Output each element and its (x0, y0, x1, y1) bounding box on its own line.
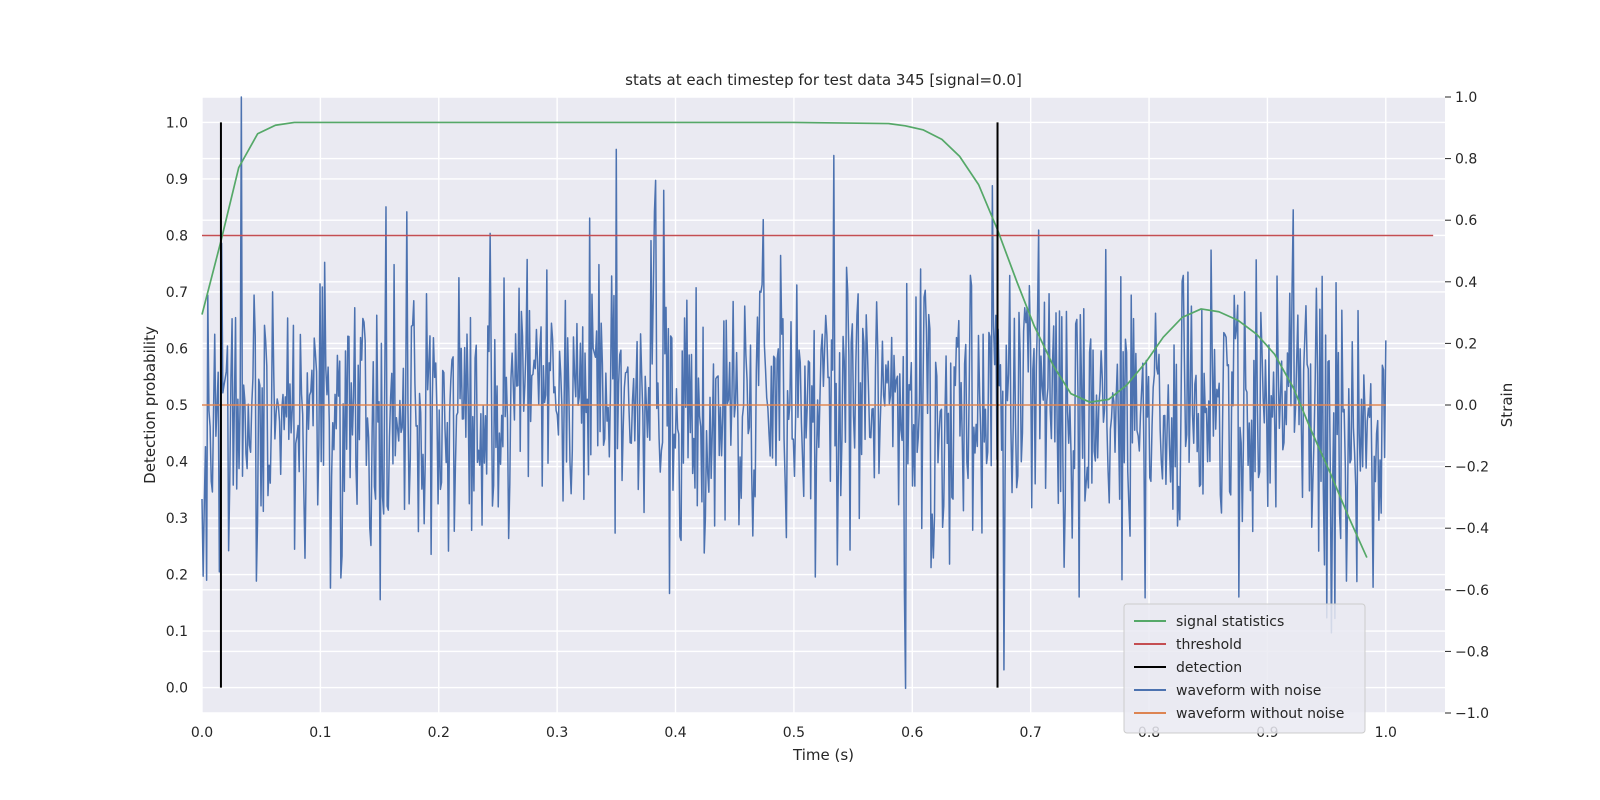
legend-label: detection (1176, 660, 1242, 676)
y2-tick-label: 0.2 (1455, 336, 1477, 352)
y2-tick-label: −0.6 (1455, 583, 1489, 599)
x-tick-label: 0.2 (428, 725, 450, 741)
y-tick-label: 0.3 (166, 511, 188, 527)
legend-box (1123, 603, 1366, 734)
x-tick-label: 0.6 (901, 725, 923, 741)
x-tick-label: 1.0 (1375, 725, 1397, 741)
legend-label: waveform with noise (1176, 683, 1321, 699)
y2-tick-label: 0.0 (1455, 398, 1477, 414)
y-tick-label: 0.7 (166, 285, 188, 301)
y2-tick-label: 1.0 (1455, 90, 1477, 106)
x-tick-label: 0.4 (664, 725, 686, 741)
y2-tick-label: 0.8 (1455, 152, 1477, 168)
legend-label: waveform without noise (1176, 706, 1344, 722)
y2-tick-label: −0.4 (1455, 521, 1489, 537)
x-tick-label: 0.0 (191, 725, 213, 741)
y2-tick-label: −0.2 (1455, 460, 1489, 476)
series-layer (201, 96, 1434, 690)
left-axis: 0.0 0.1 0.2 0.3 0.4 0.5 0.6 0.7 0.8 0.9 1.0 (166, 115, 188, 696)
y-tick-label: 0.2 (166, 568, 188, 584)
x-tick-label: 0.7 (1020, 725, 1042, 741)
y-tick-label: 0.9 (166, 172, 188, 188)
y-tick-label: 0.0 (166, 681, 188, 697)
y2-tick-label: 0.4 (1455, 275, 1477, 291)
x-tick-label: 0.5 (783, 725, 805, 741)
y-axis-label: Detection probability (141, 326, 159, 484)
x-tick-label: 0.1 (309, 725, 331, 741)
series-signal-statistics (201, 121, 1368, 558)
y-tick-label: 0.8 (166, 228, 188, 244)
y-tick-label: 0.4 (166, 455, 188, 471)
x-axis: 0.00.10.20.30.40.50.60.70.80.91.0 (191, 725, 1397, 741)
y2-tick-label: 0.6 (1455, 213, 1477, 229)
y2-tick-label: −0.8 (1455, 644, 1489, 660)
chart-title: stats at each timestep for test data 345… (625, 71, 1022, 89)
y2-axis-label: Strain (1498, 383, 1516, 427)
y-tick-label: 0.5 (166, 398, 188, 414)
y2-tick-label: −1.0 (1455, 706, 1489, 722)
y-tick-label: 1.0 (166, 115, 188, 131)
y-tick-label: 0.1 (166, 624, 188, 640)
legend-label: threshold (1176, 637, 1242, 653)
series-waveform-with-noise (201, 96, 1387, 690)
right-axis: −1.0 −0.8 −0.6 −0.4 −0.2 0.0 0.2 0.4 0.6 0.8 1.0 (1445, 90, 1489, 722)
y-tick-label: 0.6 (166, 341, 188, 357)
x-axis-label: Time (s) (792, 746, 854, 764)
legend: signal statistics threshold detection wavef… (1123, 603, 1366, 734)
legend-label: signal statistics (1176, 614, 1284, 630)
x-tick-label: 0.3 (546, 725, 568, 741)
